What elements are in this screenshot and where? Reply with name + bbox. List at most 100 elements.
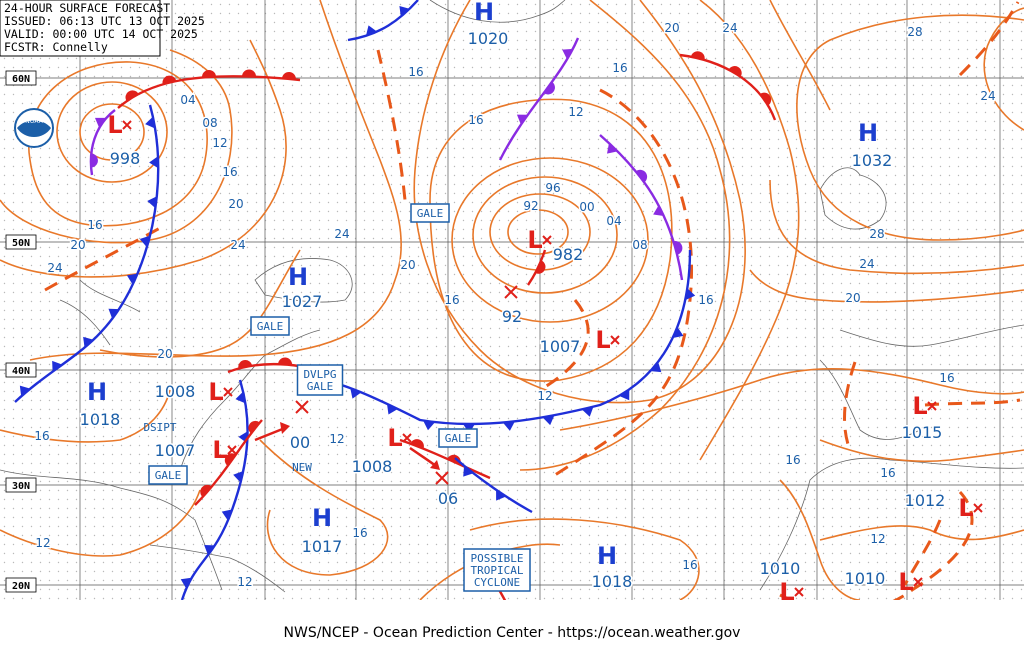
forecast-x [435,471,449,485]
front-bump [278,357,293,366]
center-pressure: 1007 [155,441,196,460]
isobar-label: 12 [212,136,227,150]
low-x [542,235,552,245]
front-barb [399,5,410,17]
isobar-label: 28 [907,25,922,39]
isobar-label: 12 [870,532,885,546]
lat-label-box [5,577,37,593]
front-barb [365,25,378,36]
center-pressure: 1007 [540,337,581,356]
forecast-pressure: 00 [290,433,310,452]
header-line: ISSUED: 06:13 UTC 13 OCT 2025 [4,14,205,28]
warning-text: GALE [417,207,444,220]
troughs [44,1,1021,613]
high-center: H [858,119,878,147]
warning-text: CYCLONE [474,576,520,589]
isobar-label: 16 [222,165,237,179]
isobar-label: 24 [722,21,737,35]
front-barb [149,156,159,169]
low-x [913,577,923,587]
lat-label: 30N [12,481,30,492]
isobar-label: 04 [180,93,195,107]
front-bump [673,240,683,255]
note: DSIPT [143,421,176,434]
front-barb [607,142,618,154]
lat-label: 60N [12,74,30,85]
warm-front [117,75,301,109]
warning-text: POSSIBLE [471,552,524,565]
forecast-pressure: 92 [502,307,522,326]
center-pressure: 1020 [468,29,509,48]
lat-label-box [5,477,37,493]
low-center: L [208,378,223,406]
front-barb [463,465,474,477]
warm-front [399,438,491,480]
front-barb [126,273,138,285]
low-x [122,120,132,130]
isobar-label: 16 [939,371,954,385]
front-barb [94,117,106,128]
isobar-label: 16 [698,293,713,307]
front-bump [281,71,296,80]
lat-label: 20N [12,581,30,592]
isobar-label: 12 [537,389,552,403]
center-pressure: 1018 [592,572,633,591]
front-bump [162,75,177,85]
front-barb [516,114,528,125]
front-barb [350,387,362,399]
high-center: H [87,378,107,406]
isobar-label: 00 [579,200,594,214]
low-x [223,387,233,397]
center-pressure: 1017 [302,537,343,556]
lat-label: 50N [12,238,30,249]
center-pressure: 1027 [282,292,323,311]
front-barb [204,544,215,556]
isobar-label: 16 [87,218,102,232]
center-pressure: 1012 [905,491,946,510]
isobar-label: 12 [237,575,252,589]
isobar-label: 16 [408,65,423,79]
isobar-label: 12 [568,105,583,119]
center-pressure: 1018 [80,410,121,429]
warning-box [250,316,290,336]
lat-label-box [5,362,37,378]
header-line: 24-HOUR SURFACE FORECAST [4,1,170,15]
lat-label: 40N [12,366,30,377]
front-barb [502,421,515,431]
warning-box [296,364,344,396]
front-barb [562,48,574,60]
isobar-label: 20 [664,21,679,35]
isobar-label: 20 [845,291,860,305]
front-barb [496,489,507,501]
isobar-label: 16 [444,293,459,307]
front-bump [728,66,742,77]
isobar-label: 20 [400,258,415,272]
center-pressure: 998 [110,149,141,168]
front-bump [248,420,260,434]
logo-text: NOAA [25,118,43,125]
isobar-label: 16 [34,429,49,443]
isobar-label: 16 [468,113,483,127]
dot-grid [0,0,1024,600]
high-center: H [288,263,308,291]
isobar-label: 24 [230,238,245,252]
isobar-label: 20 [70,238,85,252]
low-center: L [958,494,973,522]
front-barb [19,385,31,397]
front-bump [410,439,424,449]
front-bump [202,69,217,78]
cold-front [347,0,419,42]
low-center: L [107,111,122,139]
isobar-label: 24 [859,257,874,271]
warning-text: GALE [307,380,334,393]
low-x [402,433,412,443]
isobar-label: 28 [869,227,884,241]
low-x [227,445,237,455]
isobar-label: 08 [632,238,647,252]
front-bump [760,92,772,106]
center-pressure: 1015 [902,423,943,442]
warning-box [148,465,188,485]
front-bump [238,360,253,369]
low-center: L [595,326,610,354]
